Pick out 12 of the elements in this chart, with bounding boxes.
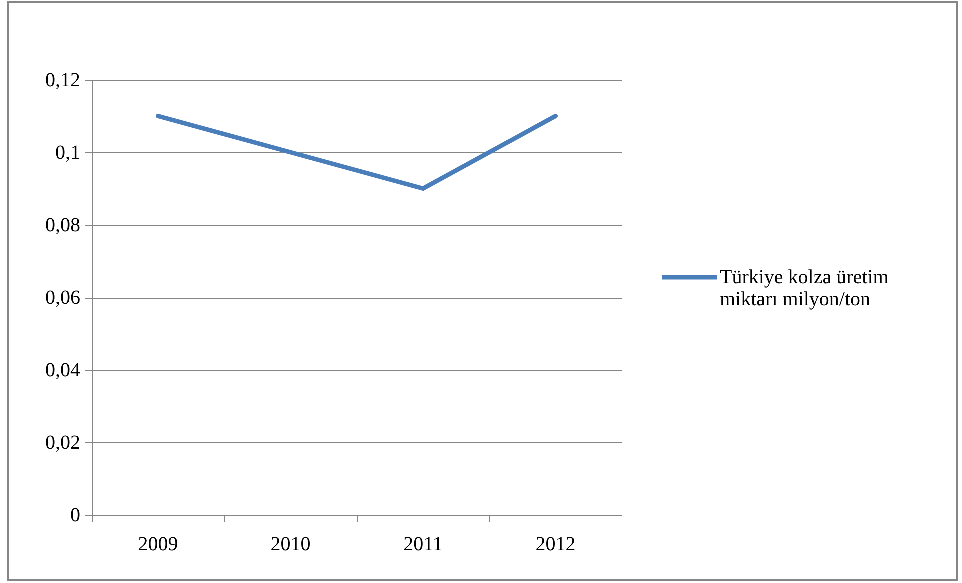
y-tick-label: 0,08 [46, 214, 80, 236]
y-tick-label: 0 [70, 504, 80, 526]
legend-label: Türkiye kolza üretim miktarı milyon/ton [720, 266, 890, 310]
x-tick-label: 2010 [270, 534, 311, 556]
x-tick-label: 2012 [536, 534, 576, 556]
y-tick-label: 0,04 [46, 360, 80, 382]
y-tick-label: 0,02 [46, 432, 80, 454]
x-tick-label: 2009 [138, 534, 178, 556]
x-tick-label: 2011 [404, 534, 443, 556]
y-tick-label: 0,1 [56, 142, 80, 164]
y-tick-label: 0,12 [46, 70, 80, 92]
y-tick-label: 0,06 [46, 287, 80, 309]
